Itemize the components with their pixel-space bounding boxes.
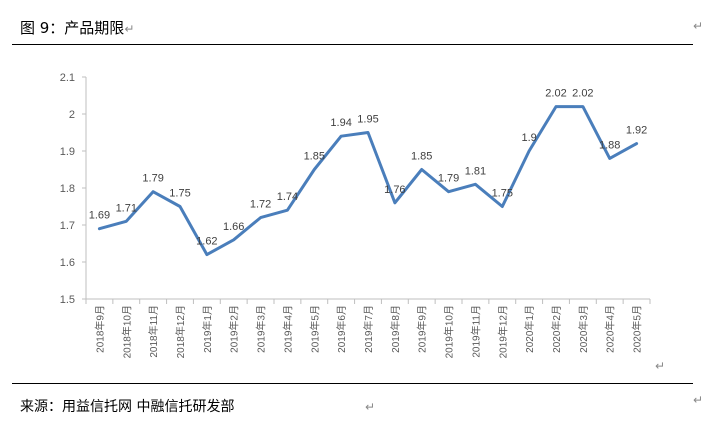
- y-tick-label: 1.5: [60, 294, 75, 306]
- data-label: 1.95: [357, 114, 378, 126]
- data-label: 1.79: [438, 173, 459, 185]
- data-label: 1.62: [196, 236, 217, 248]
- x-tick-label: 2019年5月: [308, 305, 321, 353]
- x-tick-label: 2020年2月: [550, 305, 563, 353]
- data-label: 1.94: [330, 117, 351, 129]
- x-tick-label: 2019年1月: [201, 305, 214, 353]
- data-label: 1.75: [169, 188, 190, 200]
- data-label: 1.85: [411, 151, 432, 163]
- data-label: 1.9: [521, 132, 536, 144]
- x-tick-label: 2019年4月: [281, 305, 294, 353]
- data-label: 1.71: [116, 202, 137, 214]
- x-tick-label: 2020年4月: [604, 305, 617, 353]
- x-tick-label: 2019年6月: [335, 305, 348, 353]
- data-label: 1.76: [384, 184, 405, 196]
- x-tick-label: 2019年7月: [362, 305, 375, 353]
- return-mark-icon: ↵: [365, 400, 376, 414]
- x-tick-label: 2019年11月: [469, 305, 482, 358]
- figure-footer: 来源：用益信托网 中融信托研发部 ↵: [12, 383, 693, 424]
- y-tick-label: 1.7: [60, 220, 75, 232]
- x-tick-label: 2020年1月: [523, 305, 536, 353]
- figure-title-text: 图 9：产品期限: [20, 19, 125, 37]
- data-label: 1.66: [223, 221, 244, 233]
- chart-area: 1.5 1.6 1.7 1.8 1.9 2 2.1 2018年9月 2018年10月 2018年1…: [12, 50, 693, 380]
- x-tick-label: 2019年9月: [416, 305, 429, 353]
- x-tick-label: 2019年12月: [496, 305, 509, 358]
- series-line: [97, 105, 639, 257]
- y-tick-label: 1.6: [60, 257, 75, 269]
- x-tick-label: 2020年3月: [577, 305, 590, 353]
- x-tick-label: 2020年5月: [631, 305, 644, 353]
- y-tick-label: 2.1: [60, 72, 75, 84]
- data-label: 1.88: [599, 139, 620, 151]
- data-label: 1.92: [626, 125, 647, 137]
- return-mark-icon: ↵: [124, 22, 135, 36]
- x-tick-label: 2018年12月: [174, 305, 187, 358]
- data-label: 1.74: [277, 191, 298, 203]
- data-label: 1.72: [250, 199, 271, 211]
- data-label: 1.85: [304, 151, 325, 163]
- return-mark-icon: ↵: [693, 19, 704, 33]
- source-note: 来源：用益信托网 中融信托研发部: [20, 399, 235, 415]
- x-tick-label: 2018年10月: [120, 305, 133, 358]
- x-tick-label: 2019年8月: [389, 305, 402, 353]
- y-tick-label: 2: [69, 109, 75, 121]
- y-tick-label: 1.9: [60, 146, 75, 158]
- y-tick-label: 1.8: [60, 183, 75, 195]
- data-label: 1.75: [492, 188, 513, 200]
- x-tick-label: 2019年2月: [228, 305, 241, 353]
- figure-title: 图 9：产品期限↵: [20, 18, 134, 39]
- x-tick-label: 2018年9月: [93, 305, 106, 353]
- data-label: 2.02: [572, 88, 593, 100]
- figure-header: 图 9：产品期限↵: [12, 16, 693, 45]
- data-label: 1.69: [89, 210, 110, 222]
- x-tick-label: 2018年11月: [147, 305, 160, 358]
- x-tick-label: 2019年10月: [443, 305, 456, 358]
- data-label: 1.81: [465, 165, 486, 177]
- x-tick-label: 2019年3月: [255, 305, 268, 353]
- return-mark-icon: ↵: [693, 393, 704, 407]
- data-label: 2.02: [545, 88, 566, 100]
- return-mark-icon: ↵: [655, 359, 666, 373]
- data-label: 1.79: [142, 173, 163, 185]
